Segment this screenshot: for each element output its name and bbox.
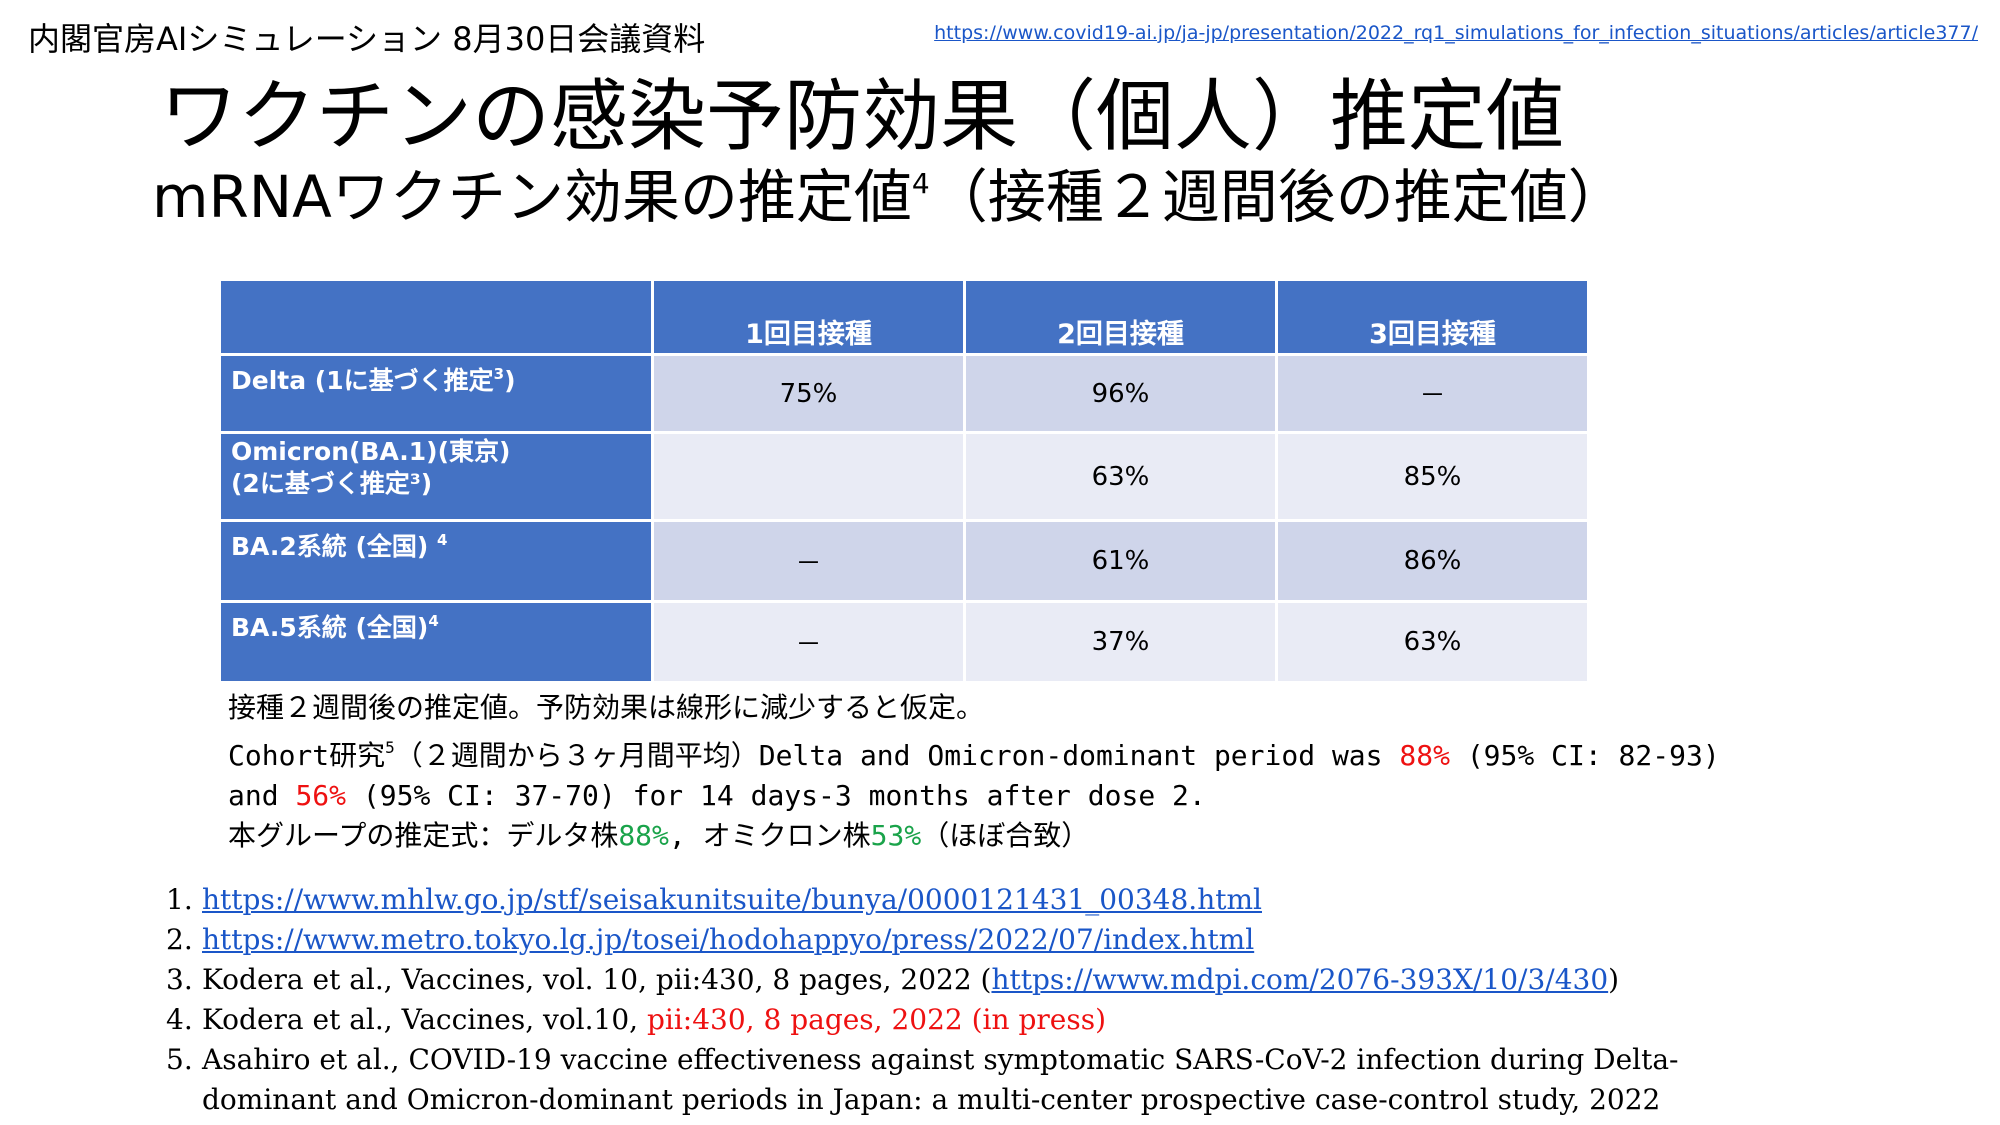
cell-ba5-dose2: 37% <box>963 600 1278 684</box>
cell-ba2-dose2: 61% <box>963 519 1278 603</box>
cell-ba2-dose3: 86% <box>1275 519 1590 603</box>
reference-link[interactable]: https://www.mdpi.com/2076-393X/10/3/430 <box>991 963 1609 996</box>
subtitle-ref: 4 <box>911 167 930 200</box>
reference-item: 4. Kodera et al., Vaccines, vol.10, pii:4… <box>166 1003 1106 1036</box>
group-omicron-value: 53% <box>870 819 922 852</box>
omicron-effect-value: 56% <box>295 779 347 812</box>
reference-item: 3. Kodera et al., Vaccines, vol. 10, pii:… <box>166 963 1620 996</box>
cell-ba5-dose1: － <box>651 600 966 684</box>
row-label-delta: Delta (1に基づく推定3) <box>218 353 654 434</box>
subtitle-tail: （接種２週間後の推定値） <box>929 163 1626 231</box>
slide-title: ワクチンの感染予防効果（個人）推定値 <box>160 72 1565 162</box>
table-row: Omicron(BA.1)(東京) (2に基づく推定³) 63% 85% <box>218 431 1590 522</box>
meeting-label: 内閣官房AIシミュレーション 8月30日会議資料 <box>28 20 706 58</box>
reference-item: 1. https://www.mhlw.go.jp/stf/seisakunits… <box>166 883 1262 916</box>
reference-link[interactable]: https://www.metro.tokyo.lg.jp/tosei/hodo… <box>202 923 1255 956</box>
table-header-row: 1回目接種 2回目接種 3回目接種 <box>218 278 1590 356</box>
table-row: BA.2系統 (全国) 4 － 61% 86% <box>218 519 1590 603</box>
cell-delta-dose1: 75% <box>651 353 966 434</box>
table-row: Delta (1に基づく推定3) 75% 96% － <box>218 353 1590 434</box>
reference-list: 1. https://www.mhlw.go.jp/stf/seisakunits… <box>166 880 1679 1120</box>
cell-ba5-dose3: 63% <box>1275 600 1590 684</box>
cell-delta-dose3: － <box>1275 353 1590 434</box>
cell-ba2-dose1: － <box>651 519 966 603</box>
row-label-omicron-ba1: Omicron(BA.1)(東京) (2に基づく推定³) <box>218 431 654 522</box>
header-dose1: 1回目接種 <box>651 278 966 356</box>
slide-subtitle: mRNAワクチン効果の推定値4（接種２週間後の推定値） <box>152 168 1626 226</box>
note-line-2: Cohort研究5（２週間から３ヶ月間平均）Delta and Omicron-… <box>228 738 1720 772</box>
cell-ba1-dose2: 63% <box>963 431 1278 522</box>
cell-delta-dose2: 96% <box>963 353 1278 434</box>
reference-item: 2. https://www.metro.tokyo.lg.jp/tosei/ho… <box>166 923 1255 956</box>
header-empty <box>218 278 654 356</box>
header-dose3: 3回目接種 <box>1275 278 1590 356</box>
subtitle-main: mRNAワクチン効果の推定値 <box>152 163 912 231</box>
cell-ba1-dose1 <box>651 431 966 522</box>
group-delta-value: 88% <box>618 819 669 852</box>
header-dose2: 2回目接種 <box>963 278 1278 356</box>
source-url-link[interactable]: https://www.covid19-ai.jp/ja-jp/presenta… <box>934 22 1978 44</box>
note-line-4: 本グループの推定式：デルタ株88%, オミクロン株53%（ほぼ合致） <box>228 819 1090 852</box>
note-line-3: and 56% (95% CI: 37-70) for 14 days-3 mo… <box>228 779 1206 812</box>
delta-effect-value: 88% <box>1399 739 1450 772</box>
row-label-ba5: BA.5系統 (全国)4 <box>218 600 654 684</box>
reference-link[interactable]: https://www.mhlw.go.jp/stf/seisakunitsui… <box>202 883 1262 916</box>
row-label-ba2: BA.2系統 (全国) 4 <box>218 519 654 603</box>
table-row: BA.5系統 (全国)4 － 37% 63% <box>218 600 1590 684</box>
reference-item: 5. Asahiro et al., COVID-19 vaccine effec… <box>166 1043 1679 1116</box>
vaccine-effect-table: 1回目接種 2回目接種 3回目接種 Delta (1に基づく推定3) 75% 9… <box>218 278 1590 684</box>
notes-block: 接種２週間後の推定値。予防効果は線形に減少すると仮定。 Cohort研究5（２週… <box>228 688 1720 856</box>
cell-ba1-dose3: 85% <box>1275 431 1590 522</box>
note-line-1: 接種２週間後の推定値。予防効果は線形に減少すると仮定。 <box>228 691 985 724</box>
